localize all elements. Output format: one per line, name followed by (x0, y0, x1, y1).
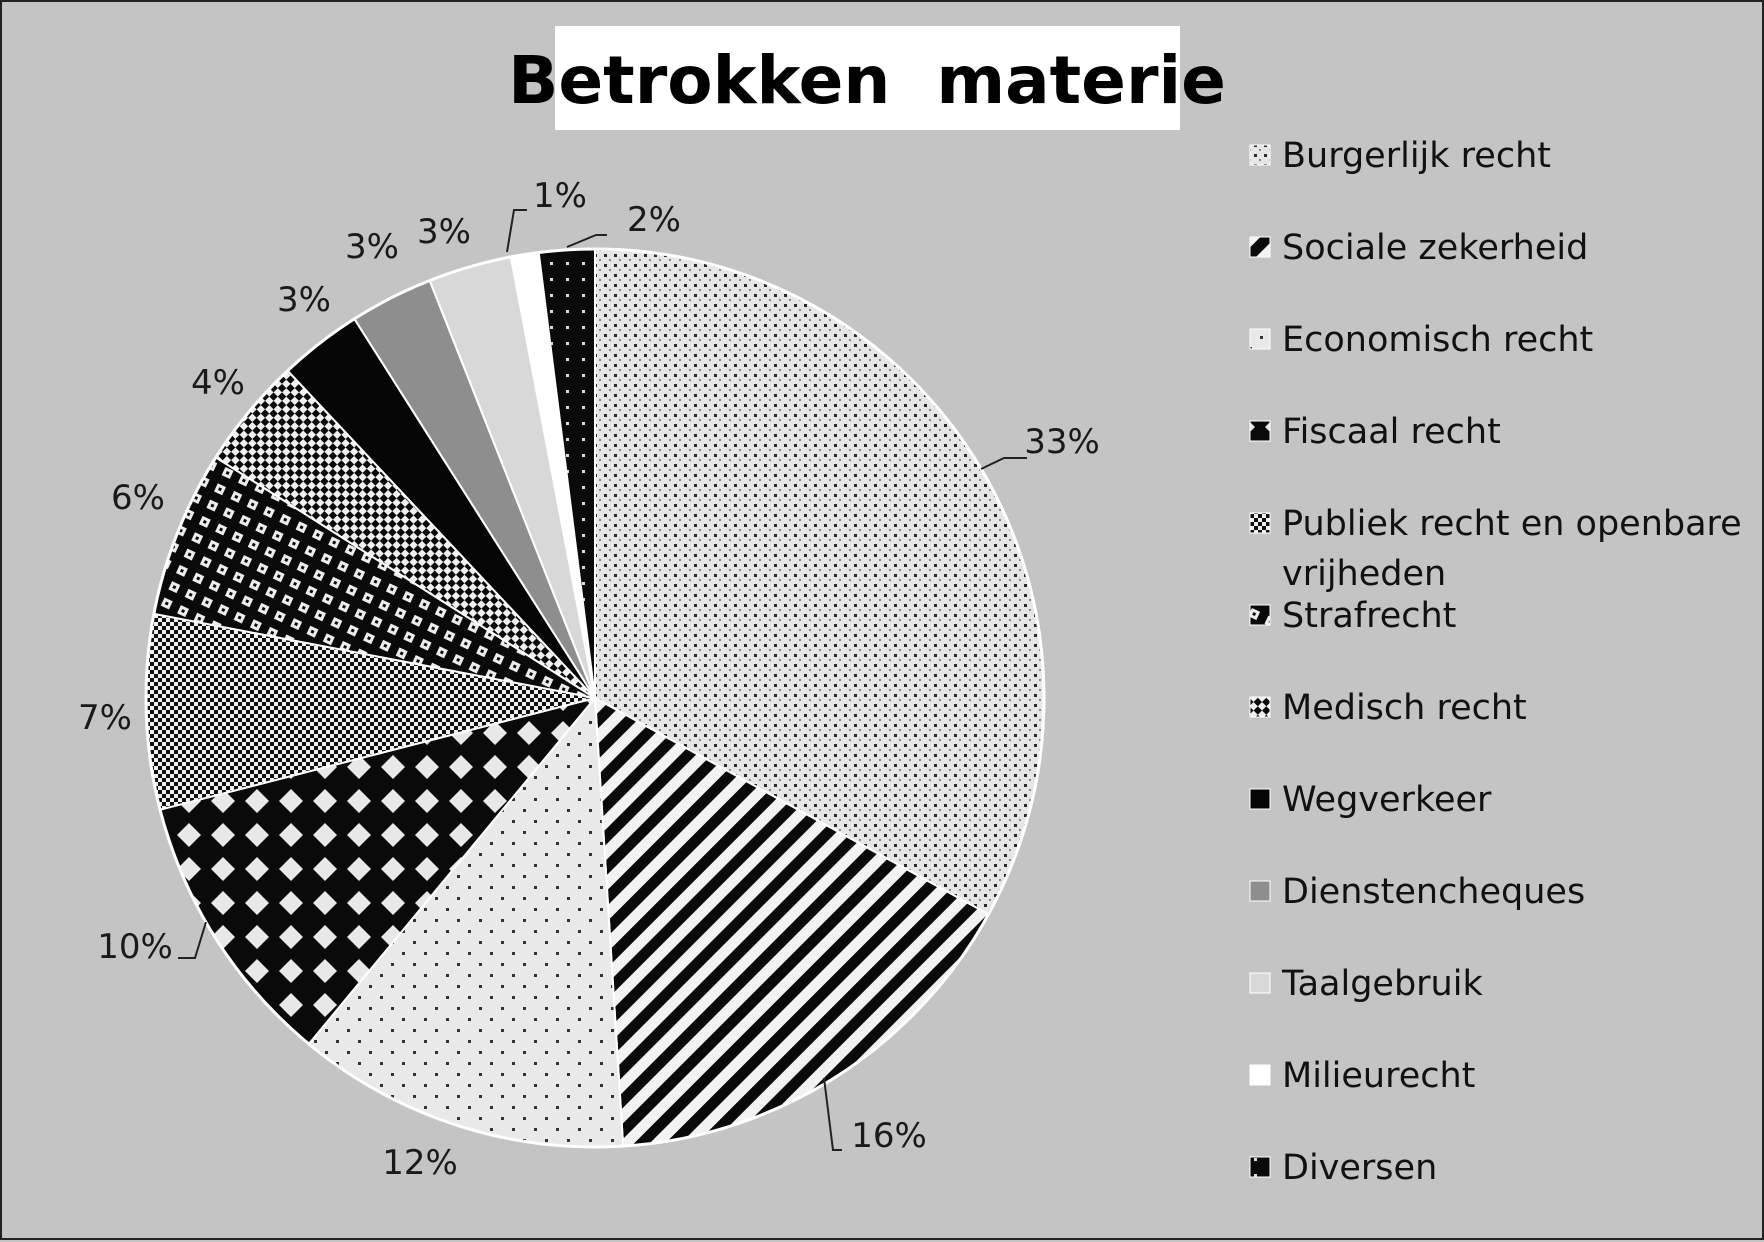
leader-line-fiscaal-recht (178, 921, 207, 959)
data-label-economisch-recht: 12% (382, 1143, 458, 1183)
legend-swatch (1249, 420, 1271, 442)
data-label-strafrecht: 6% (111, 478, 165, 518)
legend-swatch (1249, 972, 1271, 994)
legend-item-sociale-zekerheid: Sociale zekerheid (1249, 228, 1588, 268)
legend-label: Fiscaal recht (1282, 412, 1501, 452)
data-label-milieurecht: 1% (533, 176, 587, 216)
pie-outline (144, 247, 1046, 1149)
data-label-fiscaal-recht: 10% (97, 927, 173, 967)
legend-swatch (1249, 696, 1271, 718)
legend-label: Wegverkeer (1282, 780, 1492, 820)
chart-title: Betrokken materie (508, 26, 1226, 130)
legend-item-economisch-recht: Economisch recht (1249, 320, 1593, 360)
legend-item-wegverkeer: Wegverkeer (1249, 780, 1492, 820)
legend-swatch (1249, 788, 1271, 810)
legend-swatch (1249, 236, 1271, 258)
legend-item-strafrecht: Strafrecht (1249, 596, 1456, 636)
legend-swatch (1249, 328, 1271, 350)
data-label-dienstencheques: 3% (345, 227, 399, 267)
legend-label: Dienstencheques (1282, 872, 1585, 912)
legend-label: Diversen (1282, 1148, 1437, 1188)
data-label-publiek-recht-en-openbare-vrijheden: 7% (78, 698, 132, 738)
legend-label: Publiek recht en openbare vrijheden (1282, 504, 1742, 594)
chart-title-box (555, 26, 1180, 130)
leader-line-milieurecht (506, 209, 527, 253)
leader-line-burgerlijk-recht (980, 457, 1027, 470)
data-label-wegverkeer: 3% (277, 280, 331, 320)
leader-line-diversen (566, 234, 607, 248)
legend-swatch (1249, 144, 1271, 166)
legend-item-publiek-recht-en-openbare-vrijheden: Publiek recht en openbare vrijheden (1249, 504, 1742, 594)
data-labels: 33% 16% 12% 10% 7% 6% 4% 3% 3% 3% 1% 2% (78, 176, 1100, 1183)
legend-swatch (1249, 604, 1271, 626)
legend-swatch (1249, 880, 1271, 902)
legend-item-diversen: Diversen (1249, 1148, 1437, 1188)
legend-item-fiscaal-recht: Fiscaal recht (1249, 412, 1501, 452)
legend-label: Burgerlijk recht (1282, 136, 1551, 176)
legend-swatch (1249, 1064, 1271, 1086)
legend-item-medisch-recht: Medisch recht (1249, 688, 1527, 728)
data-label-burgerlijk-recht: 33% (1024, 422, 1100, 462)
leader-lines (178, 209, 1027, 1151)
legend-item-dienstencheques: Dienstencheques (1249, 872, 1585, 912)
data-label-taalgebruik: 3% (417, 212, 471, 252)
legend-label: Sociale zekerheid (1282, 228, 1588, 268)
legend-swatch (1249, 512, 1271, 534)
legend-label: Taalgebruik (1281, 964, 1483, 1004)
legend-item-milieurecht: Milieurecht (1249, 1056, 1475, 1096)
legend-swatch (1249, 1156, 1271, 1178)
chart-title-text: Betrokken materie (508, 42, 1226, 119)
legend-item-taalgebruik: Taalgebruik (1249, 964, 1483, 1004)
legend-label: Economisch recht (1282, 320, 1593, 360)
pie-slices (144, 247, 1046, 1149)
legend-item-burgerlijk-recht: Burgerlijk recht (1249, 136, 1551, 176)
data-label-medisch-recht: 4% (191, 363, 245, 403)
leader-line-sociale-zekerheid (823, 1077, 842, 1151)
legend: Burgerlijk recht Sociale zekerheid Economi… (1249, 136, 1742, 1188)
legend-label: Strafrecht (1282, 596, 1456, 636)
data-label-sociale-zekerheid: 16% (851, 1116, 927, 1156)
data-label-diversen: 2% (627, 200, 681, 240)
legend-label: Milieurecht (1282, 1056, 1475, 1096)
legend-label: Medisch recht (1282, 688, 1527, 728)
